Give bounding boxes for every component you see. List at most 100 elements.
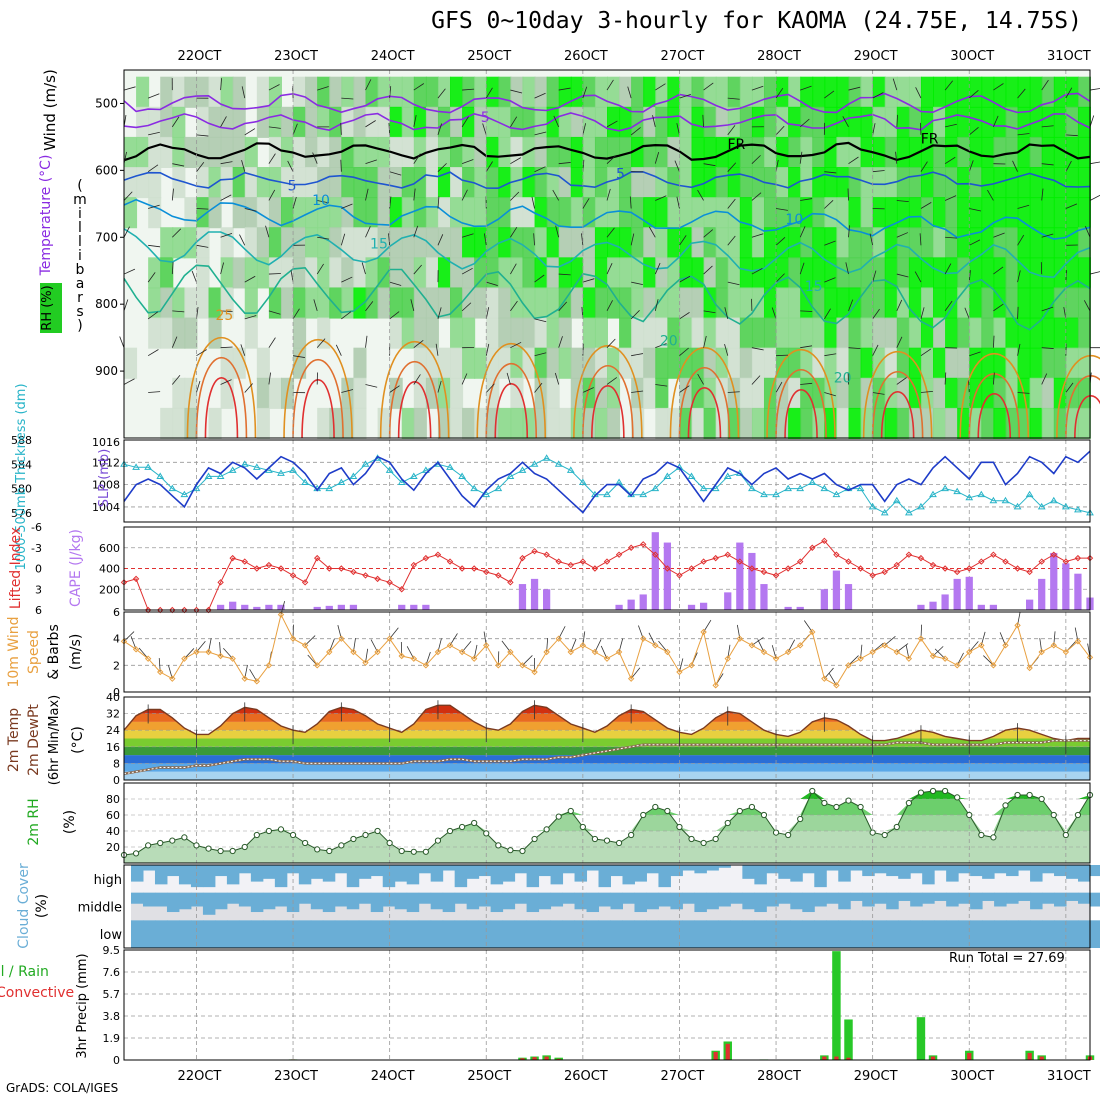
rh-marker	[230, 848, 235, 853]
li-tick-label: 6	[35, 604, 42, 617]
rh-shade-cell	[438, 77, 451, 108]
rh-shade-cell	[257, 408, 270, 439]
rh-shade-cell	[366, 77, 379, 108]
rh-shade-cell	[1054, 77, 1067, 108]
rh-shade-cell	[692, 107, 705, 138]
rh-shade-cell	[1078, 227, 1091, 258]
cloud-cell-low	[1006, 920, 1018, 948]
rh-shade-cell	[1018, 318, 1031, 349]
cloud-cell-high	[1090, 865, 1100, 876]
cloud-cell-high	[539, 865, 551, 876]
cape-bar	[241, 605, 248, 610]
cloud-cell-high	[215, 865, 227, 876]
cloud-cell-low	[1078, 920, 1090, 948]
rh-shade-cell	[172, 408, 185, 439]
cloud-cell-high	[599, 865, 611, 887]
rh-shade-cell	[486, 287, 499, 318]
rh-shade-cell	[305, 77, 318, 108]
rh-shade-cell	[957, 137, 970, 168]
run-total-label: Run Total = 27.69	[949, 951, 1065, 966]
rh-shade-cell	[897, 408, 910, 439]
rh-shade-cell	[559, 408, 572, 439]
rh-shade-cell	[716, 77, 729, 108]
rh-shade-cell	[679, 318, 692, 349]
rh-tick-label: 60	[106, 809, 120, 822]
rh-shade-cell	[547, 137, 560, 168]
rh-shade-cell	[679, 77, 692, 108]
rh-shade-cell	[498, 197, 511, 228]
rh-shade-cell	[812, 318, 825, 349]
cloud-cell-middle	[802, 893, 814, 912]
rh-shade-cell	[679, 167, 692, 198]
rh-shade-cell	[1066, 107, 1079, 138]
wind-speed-tick-label: 2	[113, 659, 120, 672]
rh-shade-cell	[861, 348, 874, 379]
rh-shade-cell	[1030, 197, 1043, 228]
cloud-cell-high	[359, 865, 371, 879]
rh-shade-cell	[474, 287, 487, 318]
cloud-cell-middle	[611, 893, 623, 910]
rh-shade-cell	[233, 197, 246, 228]
cloud-cell-middle	[275, 893, 287, 907]
rh-shade-cell	[462, 227, 475, 258]
rh-shade-cell	[909, 318, 922, 349]
rh-shade-cell	[221, 167, 234, 198]
cloud-cell-low	[527, 920, 539, 948]
rh-marker	[665, 808, 670, 813]
cloud-cell-low	[407, 920, 419, 948]
cloud-cell-low	[515, 920, 527, 948]
cloud-cell-low	[670, 920, 682, 948]
cloud-cell-high	[515, 865, 527, 873]
precip-frame	[124, 950, 1090, 1060]
cloud-cell-middle	[383, 893, 395, 907]
cloud-cell-high	[551, 865, 563, 884]
rh-shade-cell	[1078, 318, 1091, 349]
isotherm-label: 25	[215, 308, 233, 324]
rh-shade-cell	[704, 257, 717, 288]
cloud-cell-high	[874, 865, 886, 873]
rh-shade-cell	[752, 227, 765, 258]
cloud-cell-middle	[179, 893, 191, 910]
precip-convective-bar	[931, 1057, 935, 1060]
rh-marker	[858, 804, 863, 809]
rh-shade-cell	[764, 287, 777, 318]
precip-convective-bar	[545, 1057, 549, 1060]
rh-shade-cell	[1054, 107, 1067, 138]
cape-bar	[966, 577, 973, 610]
cloud-cell-middle	[1018, 893, 1030, 901]
cloud-cell-middle	[910, 893, 922, 907]
rh-shade-cell	[993, 408, 1006, 439]
cloud-cell-middle	[251, 893, 263, 912]
cloud-cell-middle	[455, 893, 467, 904]
temperature-unit-label: (°C)	[70, 726, 86, 754]
cloud-cell-low	[263, 920, 275, 948]
cloud-cell-middle	[706, 893, 718, 910]
cloud-cell-middle	[527, 893, 539, 912]
wind-barb	[1090, 88, 1100, 90]
rh-shade-cell	[873, 318, 886, 349]
rh-shade-cell	[245, 197, 258, 228]
precip-tick-label: 1.9	[103, 1032, 121, 1045]
rh-shade-cell	[909, 167, 922, 198]
rh-shade-cell	[535, 137, 548, 168]
rh-shade-cell	[535, 197, 548, 228]
rh-shade-cell	[692, 77, 705, 108]
cloud-cell-low	[1090, 920, 1100, 948]
rh-shade-cell	[836, 77, 849, 108]
rh-shade-cell	[595, 408, 608, 439]
cloud-cell-middle	[419, 893, 431, 904]
cape-bar	[821, 589, 828, 610]
rh-shade-cell	[329, 408, 342, 439]
rh-shade-cell	[462, 107, 475, 138]
cloud-cell-high	[239, 865, 251, 873]
cloud-cell-low	[155, 920, 167, 948]
cloud-cell-low	[766, 920, 778, 948]
top-date-label: 22OCT	[178, 49, 222, 64]
rh-shade-cell	[547, 227, 560, 258]
top-date-label: 30OCT	[950, 49, 994, 64]
cloud-cell-low	[1066, 920, 1078, 948]
precip-total-bar	[832, 951, 840, 1060]
precip-tick-label: 9.5	[103, 944, 121, 957]
rh-shade-cell	[1030, 348, 1043, 379]
rh-shade-cell	[969, 167, 982, 198]
